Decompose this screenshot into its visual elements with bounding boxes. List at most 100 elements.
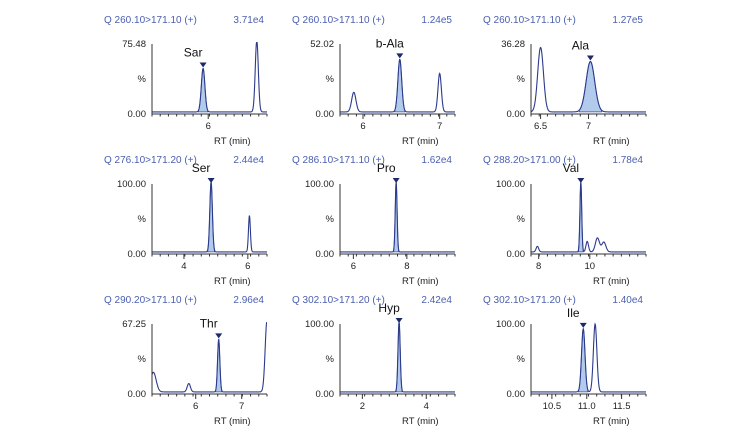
peak-apex-marker	[199, 62, 207, 68]
x-axis-title: RT (min)	[214, 416, 251, 427]
intensity-label: 1.78e4	[612, 155, 643, 166]
y-tick-label: 0.00	[507, 389, 526, 400]
y-tick-label: 75.48	[122, 39, 146, 50]
chromatogram-panel-9: Q 302.10>171.20 (+) 1.40e4 100.00% 0.00 Ile 1…	[483, 295, 647, 427]
chromatogram-trace	[152, 181, 267, 253]
peak-label: b-Ala	[376, 36, 404, 50]
x-axis-title: RT (min)	[214, 136, 251, 147]
peak-label: Hyp	[378, 301, 400, 315]
y-tick-label: 67.25	[122, 319, 146, 330]
x-axis-title: RT (min)	[402, 416, 439, 427]
y-tick-label: %	[326, 74, 335, 85]
intensity-label: 2.44e4	[233, 155, 264, 166]
x-tick-label: 6	[193, 401, 198, 412]
transition-label: Q 302.10>171.20 (+)	[483, 295, 576, 306]
y-tick-label: 0.00	[128, 249, 147, 260]
y-tick-label: 0.00	[316, 389, 335, 400]
x-tick-label: 7	[586, 121, 591, 132]
y-tick-label: %	[517, 74, 526, 85]
chromatogram-panel-8: Q 302.10>171.20 (+) 2.42e4 100.00% 0.00 Hyp 2…	[292, 295, 456, 427]
y-tick-label: %	[326, 214, 335, 225]
chromatogram-trace	[340, 322, 455, 393]
peak-label: Ala	[572, 39, 590, 53]
chromatogram-panel-2: Q 260.10>171.10 (+) 1.24e5 52.02% 0.00 b-Ala…	[292, 15, 456, 147]
y-tick-label: 100.00	[117, 179, 146, 190]
chromatogram-trace	[531, 182, 646, 253]
x-tick-label: 6	[360, 121, 365, 132]
x-tick-label: 11.0	[578, 401, 596, 412]
x-tick-label: 6.5	[534, 121, 547, 132]
y-tick-label: 52.02	[310, 39, 334, 50]
x-tick-label: 6	[245, 261, 250, 272]
peak-label: Ser	[192, 161, 211, 175]
intensity-label: 1.62e4	[421, 155, 452, 166]
x-axis-title: RT (min)	[593, 416, 630, 427]
y-tick-label: 100.00	[305, 179, 334, 190]
x-tick-label: 10	[584, 261, 595, 272]
y-tick-label: %	[138, 74, 147, 85]
peak-apex-marker	[215, 333, 223, 339]
x-axis-title: RT (min)	[402, 136, 439, 147]
y-tick-label: 0.00	[128, 109, 147, 120]
x-axis-title: RT (min)	[593, 136, 630, 147]
intensity-label: 1.24e5	[421, 15, 452, 26]
y-tick-label: %	[326, 354, 335, 365]
x-tick-label: 8	[536, 261, 541, 272]
peak-apex-marker	[395, 318, 403, 323]
y-tick-label: 100.00	[496, 319, 525, 330]
peak-apex-marker	[586, 55, 594, 61]
x-tick-label: 10.5	[543, 401, 562, 412]
intensity-label: 2.96e4	[233, 295, 264, 306]
chromatogram-trace	[152, 322, 267, 393]
y-tick-label: %	[517, 214, 526, 225]
x-tick-label: 11.5	[613, 401, 631, 412]
y-tick-label: 0.00	[507, 249, 526, 260]
x-tick-label: 4	[181, 261, 186, 272]
peak-label: Pro	[377, 161, 396, 175]
chromatogram-trace	[531, 46, 646, 113]
peak-label: Thr	[200, 316, 218, 330]
intensity-label: 1.27e5	[612, 15, 643, 26]
transition-label: Q 260.10>171.10 (+)	[292, 15, 385, 26]
x-tick-label: 6	[351, 261, 356, 272]
chromatogram-trace	[531, 322, 646, 393]
peak-apex-marker	[392, 178, 400, 183]
x-tick-label: 7	[239, 401, 244, 412]
intensity-label: 1.40e4	[612, 295, 643, 306]
transition-label: Q 288.20>171.00 (+)	[483, 155, 576, 166]
chromatogram-trace	[152, 42, 267, 113]
chromatogram-panel-4: Q 276.10>171.20 (+) 2.44e4 100.00% 0.00 Ser 4…	[104, 155, 268, 287]
y-tick-label: %	[138, 214, 147, 225]
y-tick-label: 100.00	[496, 179, 525, 190]
chromatogram-panel-3: Q 260.10>171.10 (+) 1.27e5 36.28% 0.00 Ala 6.…	[483, 15, 647, 147]
y-tick-label: 0.00	[128, 389, 147, 400]
y-tick-label: 0.00	[316, 249, 335, 260]
peak-apex-marker	[579, 322, 587, 328]
chromatogram-trace	[340, 182, 455, 253]
y-tick-label: 0.00	[316, 109, 335, 120]
x-axis-title: RT (min)	[402, 276, 439, 287]
y-tick-label: %	[517, 354, 526, 365]
intensity-label: 2.42e4	[421, 295, 452, 306]
y-tick-label: 36.28	[501, 39, 525, 50]
peak-label: Sar	[184, 46, 203, 60]
chromatogram-panel-7: Q 290.20>171.10 (+) 2.96e4 67.25% 0.00 Thr 6 7…	[104, 295, 268, 427]
x-tick-label: 2	[360, 401, 365, 412]
y-tick-label: %	[138, 354, 147, 365]
x-axis-title: RT (min)	[214, 276, 251, 287]
y-tick-label: 100.00	[305, 319, 334, 330]
peak-label: Ile	[567, 306, 580, 320]
x-tick-label: 6	[206, 121, 211, 132]
transition-label: Q 290.20>171.10 (+)	[104, 295, 197, 306]
x-tick-label: 8	[404, 261, 409, 272]
x-tick-label: 4	[424, 401, 429, 412]
peak-apex-marker	[396, 53, 404, 59]
y-tick-label: 0.00	[507, 109, 526, 120]
transition-label: Q 276.10>171.20 (+)	[104, 155, 197, 166]
transition-label: Q 286.10>171.10 (+)	[292, 155, 385, 166]
chromatogram-panel-1: Q 260.10>171.10 (+) 3.71e4 75.48% 0.00 Sar 6R…	[104, 15, 268, 147]
intensity-label: 3.71e4	[233, 15, 264, 26]
peak-apex-marker	[207, 178, 215, 183]
x-axis-title: RT (min)	[593, 276, 630, 287]
